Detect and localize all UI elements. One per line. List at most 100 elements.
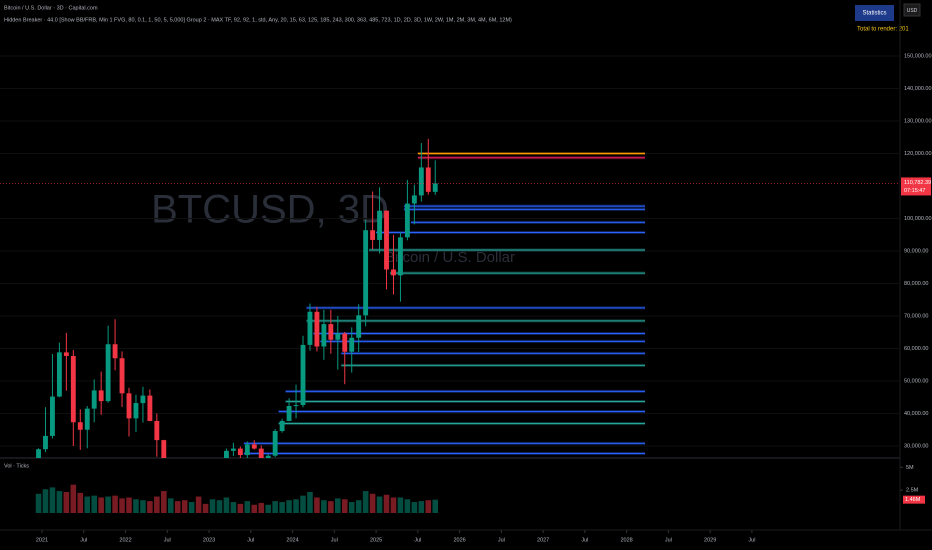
candle-body xyxy=(293,405,299,407)
volume-title: Vol · Ticks xyxy=(4,463,29,469)
volume-bar xyxy=(265,504,271,513)
candle-body xyxy=(63,352,69,356)
candle-body xyxy=(307,311,313,345)
candle-body xyxy=(244,444,250,456)
y-tick-label: 150,000.00 xyxy=(904,53,932,59)
statistics-label: Statistics xyxy=(862,11,886,17)
candle-body xyxy=(230,448,236,451)
candle-body xyxy=(272,431,278,456)
volume-bar xyxy=(397,497,404,513)
x-tick-label: 2021 xyxy=(36,537,48,543)
candle-body xyxy=(411,195,417,204)
candle-body xyxy=(404,203,410,238)
candle-body xyxy=(161,440,167,458)
currency-button[interactable] xyxy=(903,3,921,17)
candle-body xyxy=(105,344,111,402)
x-tick-label: Jul xyxy=(331,537,338,543)
candle-body xyxy=(126,393,132,419)
volume-bar xyxy=(355,500,362,513)
x-tick-label: 2024 xyxy=(286,537,298,543)
volume-pane xyxy=(35,484,439,513)
y-tick-label: 100,000.00 xyxy=(904,216,932,222)
volume-bar xyxy=(140,500,146,513)
volume-bar xyxy=(293,499,299,513)
volume-bar xyxy=(209,499,216,513)
volume-bar xyxy=(161,491,167,513)
volume-bar xyxy=(56,491,63,513)
volume-bar xyxy=(244,501,251,513)
candle-body xyxy=(391,269,396,276)
y-tick-label: 30,000.00 xyxy=(904,443,928,449)
y-tick-label: 140,000.00 xyxy=(904,86,932,92)
volume-last-label: 1.46M xyxy=(905,497,921,503)
volume-bar xyxy=(279,502,285,513)
volume-bar xyxy=(348,502,355,513)
candle-body xyxy=(133,403,139,419)
volume-bar xyxy=(383,494,390,513)
volume-bar xyxy=(119,498,125,513)
volume-bar xyxy=(98,497,104,513)
y-tick-label: 130,000.00 xyxy=(904,118,932,124)
watermark-symbol: BTCUSD, 3D xyxy=(151,188,389,232)
x-tick-label: Jul xyxy=(665,537,672,543)
y-tick-label: 80,000.00 xyxy=(904,281,928,287)
volume-bar xyxy=(369,493,376,513)
volume-bar xyxy=(195,496,202,513)
volume-bar xyxy=(105,496,111,513)
volume-bar xyxy=(251,504,258,513)
candle-body xyxy=(112,344,118,359)
x-tick-label: 2022 xyxy=(119,537,131,543)
candle-body xyxy=(147,395,153,421)
candle-body xyxy=(224,450,229,458)
candle-body xyxy=(363,230,369,316)
x-tick-label: 2023 xyxy=(203,537,215,543)
candle-body xyxy=(98,390,104,402)
volume-bar xyxy=(314,497,320,513)
volume-bar xyxy=(202,503,209,513)
volume-last-box xyxy=(903,495,925,504)
volume-bar xyxy=(188,502,195,513)
candle-body xyxy=(300,344,306,406)
candle-body xyxy=(335,333,341,340)
price-pane xyxy=(0,55,900,458)
volume-bar xyxy=(390,497,397,513)
candle-body xyxy=(77,422,83,430)
watermark-description: Bitcoin / U.S. Dollar xyxy=(385,249,515,266)
candle-body xyxy=(342,333,348,352)
candle-body xyxy=(70,355,76,423)
volume-tick-label: 5M xyxy=(906,465,914,471)
volume-bar xyxy=(237,503,244,513)
candle-body xyxy=(418,167,424,196)
candle-body xyxy=(370,230,376,240)
volume-bar xyxy=(335,498,341,513)
candle-body xyxy=(84,408,90,430)
volume-bar xyxy=(70,484,77,513)
candle-body xyxy=(286,406,292,421)
candle-body xyxy=(425,167,431,192)
volume-bar xyxy=(300,495,306,513)
y-tick-label: 50,000.00 xyxy=(904,378,928,384)
candle-body xyxy=(50,396,55,436)
x-tick-label: 2027 xyxy=(537,537,549,543)
candle-body xyxy=(321,324,327,347)
volume-bar xyxy=(328,501,334,513)
volume-bar xyxy=(418,501,425,513)
last-price-label: 110,782.39 xyxy=(904,180,931,186)
candle-body xyxy=(398,237,403,276)
statistics-button[interactable] xyxy=(855,5,894,21)
volume-bar xyxy=(49,487,56,513)
axes: 30,000.00 40,000.00 50,000.00 60,000.00 70,0… xyxy=(36,53,932,543)
x-tick-label: Jul xyxy=(247,537,254,543)
volume-bar xyxy=(133,499,139,513)
candle-body xyxy=(265,455,271,458)
candle-body xyxy=(56,352,62,397)
volume-tick-label: 2.5M xyxy=(906,488,919,494)
candle-body xyxy=(356,315,362,338)
candle-body xyxy=(251,444,257,449)
x-tick-label: Jul xyxy=(581,537,588,543)
volume-bar xyxy=(216,500,223,513)
render-count: Total to render: 201 xyxy=(857,27,909,33)
volume-bar xyxy=(404,499,411,513)
